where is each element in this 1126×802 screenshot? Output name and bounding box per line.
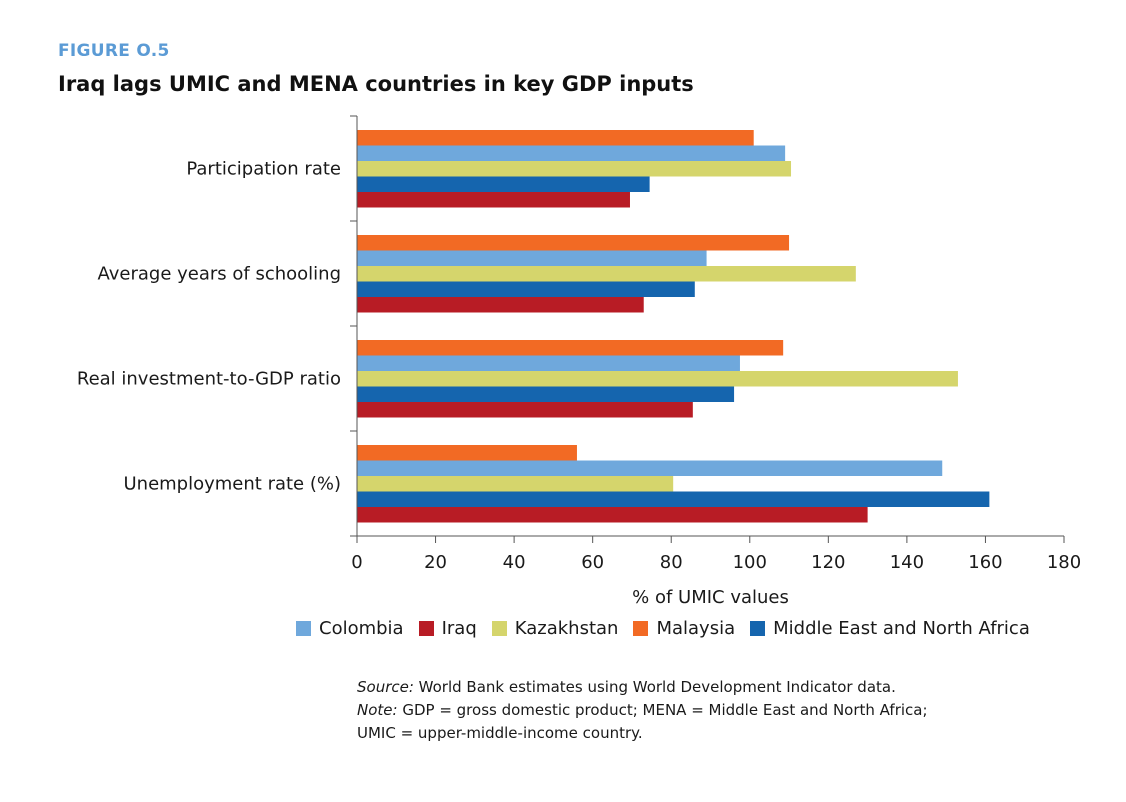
legend-label: Colombia bbox=[319, 618, 404, 639]
bar-iraq-2 bbox=[357, 402, 693, 418]
chart-legend: Colombia Iraq Kazakhstan Malaysia Middle Eas… bbox=[296, 618, 1045, 639]
legend-item: Kazakhstan bbox=[491, 618, 619, 639]
source-line: Source: World Bank estimates using World… bbox=[357, 676, 928, 699]
legend-swatch bbox=[491, 621, 507, 636]
x-tick-label: 0 bbox=[351, 552, 362, 573]
x-tick-label: 160 bbox=[968, 552, 1002, 573]
bar-colombia-2 bbox=[357, 355, 740, 371]
legend-item: Middle East and North Africa bbox=[750, 618, 1030, 639]
x-tick-label: 40 bbox=[503, 552, 526, 573]
note-line: Note: GDP = gross domestic product; MENA… bbox=[357, 699, 928, 722]
x-tick-label: 60 bbox=[581, 552, 604, 573]
bar-iraq-3 bbox=[357, 507, 868, 523]
x-tick-label: 20 bbox=[424, 552, 447, 573]
legend-item: Colombia bbox=[296, 618, 404, 639]
bar-kazakhstan-2 bbox=[357, 371, 958, 387]
category-label: Real investment-to-GDP ratio bbox=[77, 369, 341, 390]
bar-chart: Participation rate Average years of schoo… bbox=[77, 115, 1081, 608]
legend-label: Kazakhstan bbox=[514, 618, 619, 639]
note-label: Note: bbox=[357, 701, 398, 719]
bar-colombia-0 bbox=[357, 145, 786, 161]
bar-malaysia-0 bbox=[357, 130, 754, 146]
x-tick-label: 180 bbox=[1047, 552, 1081, 573]
bar-middle-east-and-north-africa-3 bbox=[357, 491, 990, 507]
note-text: GDP = gross domestic product; MENA = Mid… bbox=[397, 701, 928, 719]
source-text: World Bank estimates using World Develop… bbox=[413, 678, 896, 696]
legend-label: Malaysia bbox=[656, 618, 736, 639]
bar-kazakhstan-1 bbox=[357, 266, 856, 282]
legend-item: Malaysia bbox=[633, 618, 735, 639]
figure-title: Iraq lags UMIC and MENA countries in key… bbox=[58, 72, 694, 96]
bar-middle-east-and-north-africa-0 bbox=[357, 176, 650, 192]
legend-swatch bbox=[750, 621, 766, 636]
bar-colombia-3 bbox=[357, 460, 943, 476]
x-tick-label: 140 bbox=[890, 552, 924, 573]
bar-iraq-0 bbox=[357, 192, 630, 208]
legend-swatch bbox=[633, 621, 649, 636]
bar-middle-east-and-north-africa-1 bbox=[357, 281, 695, 297]
bar-iraq-1 bbox=[357, 297, 644, 313]
bar-malaysia-1 bbox=[357, 235, 790, 251]
bar-malaysia-3 bbox=[357, 445, 577, 461]
category-label: Participation rate bbox=[186, 159, 341, 180]
bar-middle-east-and-north-africa-2 bbox=[357, 386, 735, 402]
bar-kazakhstan-0 bbox=[357, 161, 792, 177]
legend-label: Middle East and North Africa bbox=[773, 618, 1030, 639]
note-line-2: UMIC = upper-middle-income country. bbox=[357, 724, 643, 742]
legend-swatch bbox=[418, 621, 434, 636]
category-label: Unemployment rate (%) bbox=[123, 474, 341, 495]
legend-swatch bbox=[296, 621, 311, 636]
figure-label: FIGURE O.5 bbox=[58, 41, 170, 61]
x-tick-label: 100 bbox=[733, 552, 767, 573]
bar-kazakhstan-3 bbox=[357, 476, 674, 492]
legend-label: Iraq bbox=[441, 618, 477, 639]
x-tick-label: 80 bbox=[660, 552, 683, 573]
legend-item: Iraq bbox=[418, 618, 477, 639]
bar-colombia-1 bbox=[357, 250, 707, 266]
x-tick-label: 120 bbox=[811, 552, 845, 573]
bar-malaysia-2 bbox=[357, 340, 784, 356]
category-label: Average years of schooling bbox=[97, 264, 341, 285]
x-axis-title: % of UMIC values bbox=[632, 587, 789, 608]
source-label: Source: bbox=[357, 678, 414, 696]
figure-notes: Source: World Bank estimates using World… bbox=[357, 676, 928, 745]
